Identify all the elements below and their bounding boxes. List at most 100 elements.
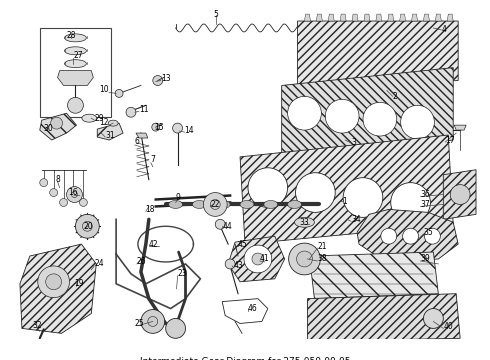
Text: 27: 27 xyxy=(74,51,83,60)
Ellipse shape xyxy=(65,60,86,68)
Ellipse shape xyxy=(169,201,183,208)
Circle shape xyxy=(295,173,335,212)
Circle shape xyxy=(325,99,359,133)
Text: 23: 23 xyxy=(177,269,187,278)
Text: 42: 42 xyxy=(149,240,158,249)
Circle shape xyxy=(148,316,158,327)
Polygon shape xyxy=(307,294,460,341)
Text: 33: 33 xyxy=(300,218,310,227)
Text: 35: 35 xyxy=(423,228,433,237)
Circle shape xyxy=(210,199,220,210)
Text: 13: 13 xyxy=(161,74,171,83)
Text: 45: 45 xyxy=(238,240,248,249)
Polygon shape xyxy=(412,14,417,21)
Text: 29: 29 xyxy=(94,114,104,123)
Circle shape xyxy=(391,183,430,222)
Circle shape xyxy=(126,107,136,117)
Text: 37: 37 xyxy=(420,200,430,209)
Polygon shape xyxy=(388,14,394,21)
Text: 3: 3 xyxy=(351,139,356,148)
Text: 32: 32 xyxy=(32,321,42,330)
Circle shape xyxy=(423,309,443,328)
Text: 24: 24 xyxy=(94,260,104,269)
Ellipse shape xyxy=(264,201,278,208)
Circle shape xyxy=(288,96,321,130)
Circle shape xyxy=(215,219,225,229)
Text: 28: 28 xyxy=(67,31,76,40)
Text: Intermediate Gear Diagram for 275-050-00-05: Intermediate Gear Diagram for 275-050-00… xyxy=(140,357,350,360)
Text: 39: 39 xyxy=(420,255,430,264)
Text: 26: 26 xyxy=(137,257,147,266)
Circle shape xyxy=(343,178,383,217)
Text: 20: 20 xyxy=(83,222,93,231)
Text: 4: 4 xyxy=(441,26,446,35)
Circle shape xyxy=(172,123,183,133)
Text: 21: 21 xyxy=(318,242,327,251)
Circle shape xyxy=(450,185,470,204)
Polygon shape xyxy=(340,14,346,21)
Text: 12: 12 xyxy=(99,118,109,127)
Bar xyxy=(40,28,111,117)
Text: 43: 43 xyxy=(234,261,244,270)
Polygon shape xyxy=(304,14,311,21)
Ellipse shape xyxy=(65,34,86,42)
Circle shape xyxy=(401,105,434,139)
Circle shape xyxy=(244,245,272,273)
Polygon shape xyxy=(328,14,334,21)
Circle shape xyxy=(296,251,313,267)
Text: 6: 6 xyxy=(135,138,140,147)
Circle shape xyxy=(289,243,320,275)
Ellipse shape xyxy=(216,201,230,208)
Polygon shape xyxy=(400,14,406,21)
Ellipse shape xyxy=(65,47,86,55)
Text: 36: 36 xyxy=(420,190,430,199)
Text: 7: 7 xyxy=(151,155,156,164)
Circle shape xyxy=(252,253,264,265)
Text: 25: 25 xyxy=(134,319,144,328)
Polygon shape xyxy=(58,71,93,85)
Polygon shape xyxy=(310,252,439,299)
Circle shape xyxy=(46,274,62,290)
Circle shape xyxy=(50,117,63,129)
Circle shape xyxy=(60,198,68,206)
Circle shape xyxy=(403,228,418,244)
Polygon shape xyxy=(228,236,285,282)
Ellipse shape xyxy=(108,120,118,126)
Circle shape xyxy=(40,179,48,186)
Ellipse shape xyxy=(288,201,301,208)
Circle shape xyxy=(141,310,165,333)
Circle shape xyxy=(67,186,82,202)
Text: 11: 11 xyxy=(139,105,148,114)
Circle shape xyxy=(38,266,70,298)
Text: 2: 2 xyxy=(392,92,397,101)
Text: 41: 41 xyxy=(260,255,270,264)
Ellipse shape xyxy=(294,217,315,227)
Text: 40: 40 xyxy=(443,322,453,331)
Circle shape xyxy=(248,168,288,207)
Circle shape xyxy=(75,214,99,238)
Polygon shape xyxy=(98,123,123,140)
Polygon shape xyxy=(423,14,429,21)
Polygon shape xyxy=(436,14,441,21)
Text: 38: 38 xyxy=(318,255,327,264)
Polygon shape xyxy=(364,14,370,21)
Circle shape xyxy=(424,228,441,244)
Circle shape xyxy=(363,102,397,136)
Text: 15: 15 xyxy=(154,123,163,132)
Circle shape xyxy=(225,259,235,269)
Polygon shape xyxy=(352,14,358,21)
Polygon shape xyxy=(317,14,322,21)
Text: 46: 46 xyxy=(248,304,258,313)
Circle shape xyxy=(203,193,227,216)
Circle shape xyxy=(70,189,77,197)
Polygon shape xyxy=(376,14,382,21)
Circle shape xyxy=(49,189,58,197)
Polygon shape xyxy=(447,14,453,21)
Text: 17: 17 xyxy=(445,135,455,144)
Circle shape xyxy=(79,198,87,206)
Ellipse shape xyxy=(82,114,97,122)
Text: 18: 18 xyxy=(145,205,154,214)
Circle shape xyxy=(166,319,186,338)
Text: 1: 1 xyxy=(342,197,347,206)
Ellipse shape xyxy=(240,201,254,208)
